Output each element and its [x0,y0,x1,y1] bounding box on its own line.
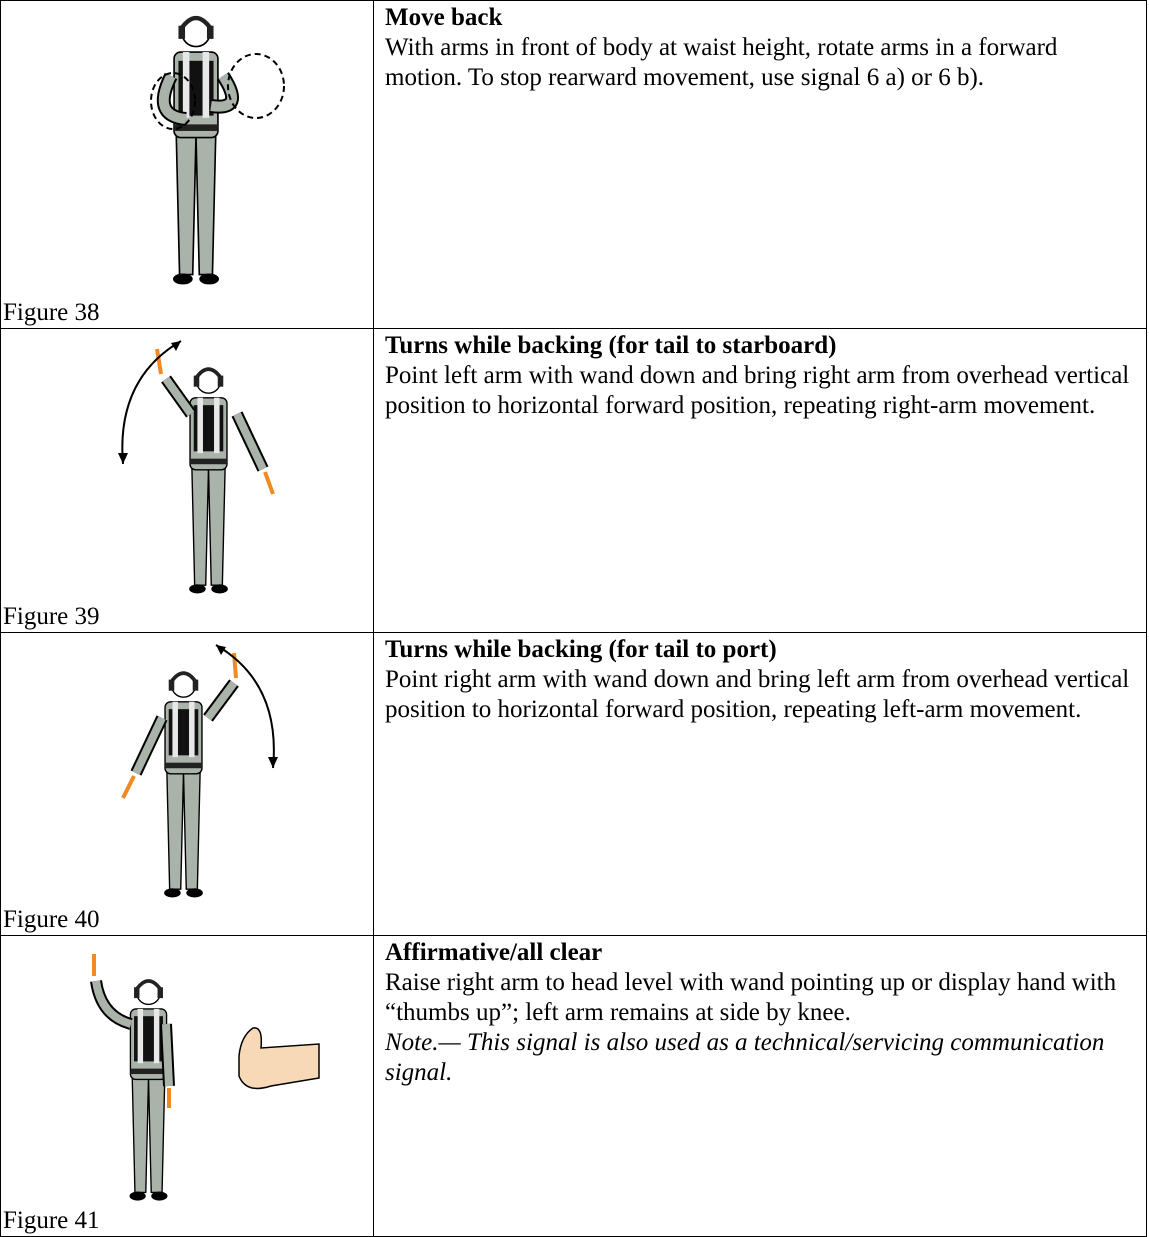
description-cell: Affirmative/all clear Raise right arm to… [385,938,1135,1088]
figure-label: Figure 40 [3,906,100,933]
signal-title: Move back [385,4,503,31]
description-cell: Turns while backing (for tail to starboa… [385,331,1135,421]
table-row: Figure 39 Turns while backing (for tail … [0,328,1147,632]
signal-description: Raise right arm to head level with wand … [385,969,1117,1026]
signal-title: Affirmative/all clear [385,939,603,966]
figure-cell: Figure 39 [1,329,374,632]
signal-note: Note.— This signal is also used as a tec… [385,1029,1105,1086]
table-row: Figure 40 Turns while backing (for tail … [0,632,1147,935]
illustration [90,954,320,1203]
figure-cell: Figure 41 [1,936,374,1236]
illustration [118,340,275,596]
signal-description: With arms in front of body at waist heig… [385,34,1058,91]
illustration [121,644,278,900]
figure-label: Figure 39 [3,603,100,630]
figure-label: Figure 38 [3,299,100,326]
table-row: Figure 41 Affirmative/all clear Raise ri… [0,935,1147,1237]
signal-description: Point right arm with wand down and bring… [385,666,1130,723]
description-cell: Turns while backing (for tail to port) P… [385,635,1135,725]
table-row: Figure 38 Move back With arms in front o… [0,0,1147,328]
signal-title: Turns while backing (for tail to port) [385,636,777,663]
figure-cell: Figure 38 [1,1,374,328]
figure-cell: Figure 40 [1,633,374,935]
signal-title: Turns while backing (for tail to starboa… [385,332,837,359]
illustration [150,1,285,301]
figure-label: Figure 41 [3,1207,100,1234]
description-cell: Move back With arms in front of body at … [385,3,1135,93]
signal-description: Point left arm with wand down and bring … [385,362,1130,419]
